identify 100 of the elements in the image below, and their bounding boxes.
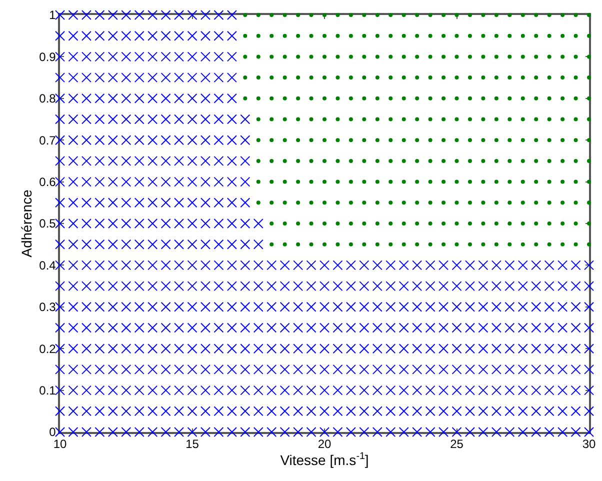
x-axis-title: Vitesse [m.s$^{-1}$] <box>280 451 369 468</box>
point <box>94 364 105 374</box>
point <box>94 93 105 104</box>
point <box>348 200 353 205</box>
point <box>520 242 525 246</box>
point <box>306 427 316 437</box>
point <box>372 364 382 374</box>
point <box>108 52 118 62</box>
point <box>134 10 144 20</box>
point <box>359 302 370 312</box>
point <box>160 427 171 437</box>
point <box>270 13 274 17</box>
point <box>362 76 366 80</box>
point <box>518 427 528 437</box>
point <box>574 76 578 80</box>
point <box>494 222 498 226</box>
point <box>428 200 432 205</box>
point <box>478 302 488 312</box>
point <box>160 218 171 228</box>
point <box>187 239 198 250</box>
point <box>464 406 475 416</box>
point <box>121 218 132 228</box>
point <box>412 427 422 437</box>
point <box>375 138 380 142</box>
point <box>332 260 343 270</box>
point <box>148 156 158 166</box>
point <box>402 13 406 17</box>
point <box>160 114 171 124</box>
point <box>520 54 525 59</box>
point <box>359 344 370 354</box>
point <box>68 427 78 437</box>
point <box>560 242 565 246</box>
point <box>428 117 432 122</box>
point <box>346 281 356 292</box>
point <box>282 76 287 80</box>
point <box>494 138 498 142</box>
point <box>282 117 287 122</box>
point <box>454 180 459 184</box>
point <box>174 10 184 20</box>
point <box>160 176 171 187</box>
point <box>293 344 304 354</box>
point <box>68 385 78 396</box>
point <box>200 156 210 166</box>
point <box>121 30 132 41</box>
point <box>121 135 132 146</box>
point <box>372 427 382 437</box>
point <box>468 76 472 80</box>
point <box>55 322 65 333</box>
point <box>282 222 287 226</box>
point <box>108 385 118 396</box>
point <box>200 10 210 20</box>
point <box>240 260 250 270</box>
point <box>388 117 393 122</box>
point <box>160 385 171 396</box>
point <box>386 260 396 270</box>
point <box>402 34 406 38</box>
point <box>134 281 144 292</box>
point <box>558 344 568 354</box>
point <box>587 158 591 163</box>
point <box>491 427 502 437</box>
point <box>296 138 300 142</box>
point <box>587 54 591 59</box>
point <box>584 364 594 374</box>
point <box>134 260 144 270</box>
point <box>362 180 366 184</box>
point <box>468 158 472 163</box>
point <box>388 76 393 80</box>
point <box>160 156 171 166</box>
point <box>55 239 65 250</box>
point <box>560 13 565 17</box>
point <box>108 239 118 250</box>
point <box>508 34 512 38</box>
point <box>442 200 446 205</box>
point <box>531 322 542 333</box>
point <box>293 364 304 374</box>
point <box>134 156 144 166</box>
point <box>468 13 472 17</box>
point <box>464 260 475 270</box>
point <box>508 138 512 142</box>
point <box>293 427 304 437</box>
point <box>148 406 158 416</box>
point <box>504 322 515 333</box>
point <box>468 242 472 246</box>
point <box>322 158 326 163</box>
point <box>348 158 353 163</box>
point <box>574 200 578 205</box>
point <box>200 322 210 333</box>
point <box>160 30 171 41</box>
point <box>280 385 290 396</box>
point <box>428 158 432 163</box>
point <box>402 242 406 246</box>
point <box>398 385 409 396</box>
point <box>481 54 486 59</box>
point <box>187 322 198 333</box>
point <box>359 260 370 270</box>
point <box>121 10 132 20</box>
point <box>253 427 264 437</box>
point <box>306 322 316 333</box>
point <box>425 322 436 333</box>
point <box>558 427 568 437</box>
